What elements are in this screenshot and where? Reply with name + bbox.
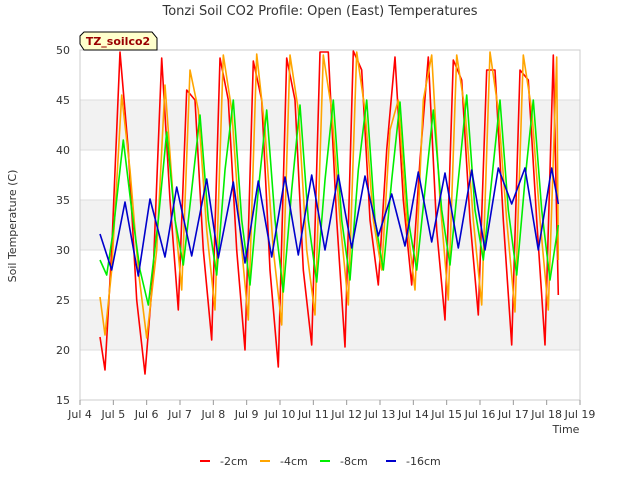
site-badge: TZ_soilco2	[79, 31, 158, 51]
x-axis: Jul 4 Jul 5 Jul 6 Jul 7 Jul 8 Jul 9 Jul 10 Jul …	[67, 400, 595, 421]
y-axis-label: Soil Temperature (C)	[6, 170, 19, 283]
series-lines	[99, 50, 560, 375]
legend: -2cm -4cm -8cm -16cm	[200, 455, 441, 468]
series-line-16cm	[99, 167, 560, 277]
site-badge-label: TZ_soilco2	[86, 35, 150, 48]
x-tick-label: Jul 8	[200, 408, 225, 421]
y-tick-label: 45	[56, 94, 70, 107]
plot-area	[79, 49, 581, 401]
x-tick-label: Jul 14	[397, 408, 429, 421]
series-line-2cm	[99, 50, 560, 375]
legend-item: -2cm	[200, 455, 248, 468]
legend-label: -8cm	[340, 455, 368, 468]
x-tick-label: Jul 12	[330, 408, 362, 421]
x-tick-label: Jul 10	[264, 408, 296, 421]
grid-band	[80, 300, 580, 350]
x-tick-label: Jul 11	[297, 408, 329, 421]
y-tick-label: 20	[56, 344, 70, 357]
y-tick-label: 50	[56, 44, 70, 57]
legend-item: -4cm	[260, 455, 308, 468]
x-tick-label: Jul 18	[530, 408, 562, 421]
x-tick-label: Jul 19	[564, 408, 596, 421]
legend-label: -16cm	[406, 455, 441, 468]
legend-label: -2cm	[220, 455, 248, 468]
x-tick-label: Jul 15	[430, 408, 462, 421]
y-tick-label: 15	[56, 394, 70, 407]
legend-label: -4cm	[280, 455, 308, 468]
x-tick-label: Jul 9	[234, 408, 259, 421]
series-line-8cm	[99, 94, 560, 306]
x-tick-label: Jul 4	[67, 408, 92, 421]
x-tick-label: Jul 13	[364, 408, 396, 421]
y-tick-label: 35	[56, 194, 70, 207]
x-tick-label: Jul 6	[134, 408, 159, 421]
y-axis: 15 20 25 30 35 40 45 50	[56, 44, 70, 407]
legend-item: -8cm	[320, 455, 368, 468]
chart-title: Tonzi Soil CO2 Profile: Open (East) Temp…	[161, 4, 477, 19]
y-tick-label: 25	[56, 294, 70, 307]
x-tick-label: Jul 7	[167, 408, 192, 421]
x-tick-label: Jul 5	[100, 408, 125, 421]
y-tick-label: 30	[56, 244, 70, 257]
x-tick-label: Jul 17	[497, 408, 529, 421]
x-axis-label: Time	[552, 423, 580, 436]
x-tick-label: Jul 16	[464, 408, 496, 421]
legend-item: -16cm	[386, 455, 441, 468]
y-tick-label: 40	[56, 144, 70, 157]
